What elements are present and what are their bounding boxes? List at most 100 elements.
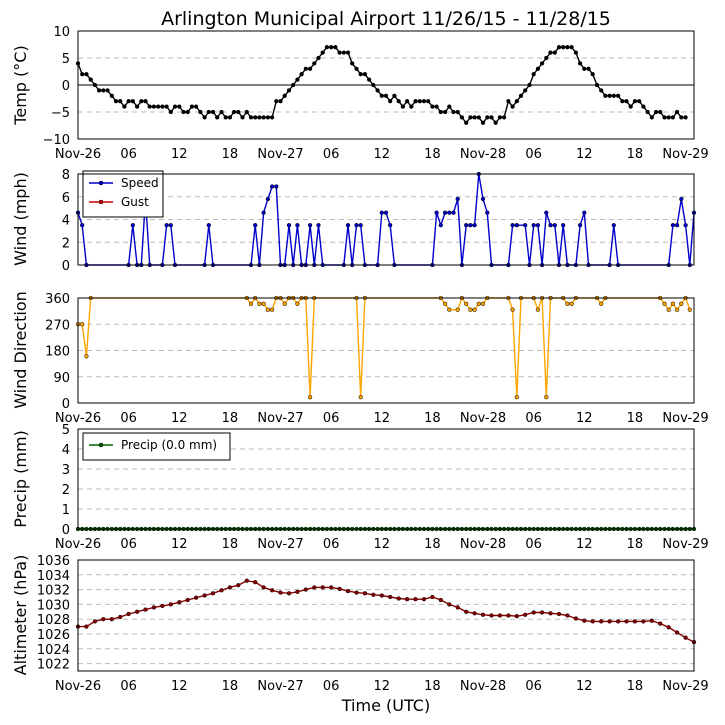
data-point bbox=[80, 322, 85, 327]
data-point bbox=[447, 307, 452, 312]
data-point bbox=[624, 99, 629, 104]
y-tick-label: 2 bbox=[62, 236, 70, 251]
data-point bbox=[396, 99, 401, 104]
panel-temperature: 10 5 0 −5 −10 Temp (°C) Nov-26 06 12 18 Nov-27 06 12… bbox=[11, 25, 709, 162]
data-point bbox=[666, 115, 671, 120]
data-point bbox=[151, 605, 157, 610]
data-point bbox=[354, 66, 359, 71]
data-point bbox=[447, 602, 452, 607]
x-tick-label: Nov-27 bbox=[257, 679, 303, 694]
data-point bbox=[320, 585, 325, 590]
data-point bbox=[286, 591, 292, 596]
data-point bbox=[497, 115, 503, 120]
data-point bbox=[371, 592, 376, 597]
data-point bbox=[143, 99, 148, 104]
data-point bbox=[624, 619, 629, 624]
data-point bbox=[442, 109, 448, 115]
data-point bbox=[611, 93, 616, 98]
data-point bbox=[282, 301, 287, 306]
data-point bbox=[687, 307, 692, 312]
data-point bbox=[679, 115, 684, 120]
data-point bbox=[269, 115, 275, 120]
data-point bbox=[168, 223, 173, 228]
x-tick-label: 06 bbox=[525, 147, 542, 162]
data-point bbox=[679, 196, 684, 202]
data-point bbox=[379, 93, 384, 98]
data-point bbox=[658, 109, 663, 115]
data-point bbox=[358, 72, 363, 77]
data-point bbox=[607, 93, 612, 98]
data-point bbox=[227, 585, 233, 590]
x-tick-label: 12 bbox=[171, 147, 188, 162]
x-tick-label: Nov-28 bbox=[460, 147, 506, 162]
data-point bbox=[193, 104, 199, 109]
data-point bbox=[480, 120, 486, 125]
data-point bbox=[455, 307, 460, 312]
data-point bbox=[303, 587, 308, 592]
data-point bbox=[253, 223, 258, 228]
legend: Precip (0.0 mm) bbox=[82, 432, 231, 461]
x-tick-label: 18 bbox=[424, 411, 441, 426]
x-tick-label: 12 bbox=[576, 411, 593, 426]
legend-swatch-marker bbox=[98, 199, 104, 205]
data-point bbox=[278, 590, 283, 595]
data-point bbox=[299, 72, 304, 77]
x-tick-label: 06 bbox=[323, 679, 340, 694]
data-point bbox=[193, 595, 199, 600]
panel-wind_direction: 360 270 180 90 0 Wind Direction Nov-26 06 12 18 No… bbox=[11, 291, 709, 426]
data-point bbox=[590, 619, 595, 624]
data-point bbox=[312, 585, 317, 590]
x-tick-label: Nov-26 bbox=[55, 537, 101, 552]
data-point bbox=[552, 50, 557, 55]
data-point bbox=[674, 223, 680, 228]
data-point bbox=[253, 115, 258, 120]
data-point bbox=[531, 223, 536, 228]
data-point bbox=[472, 307, 477, 312]
y-tick-label: 1026 bbox=[37, 628, 70, 643]
data-point bbox=[438, 223, 443, 228]
y-tick-label: 6 bbox=[62, 191, 70, 206]
data-point bbox=[278, 99, 283, 104]
data-point bbox=[134, 609, 140, 614]
data-point bbox=[172, 104, 178, 109]
y-tick-label: 10 bbox=[53, 25, 70, 40]
data-point bbox=[510, 307, 515, 312]
y-tick-label: 1022 bbox=[37, 658, 70, 673]
y-tick-label: 1036 bbox=[37, 554, 70, 569]
y-tick-label: 8 bbox=[62, 168, 70, 183]
data-point bbox=[388, 594, 393, 600]
x-tick-label: 06 bbox=[120, 411, 137, 426]
data-point bbox=[430, 594, 435, 600]
data-point bbox=[438, 109, 443, 115]
y-tick-label: 360 bbox=[45, 292, 70, 307]
panel-wind: 8 6 4 2 0 Wind (mph) Speed Gust bbox=[11, 168, 697, 274]
data-point bbox=[569, 301, 574, 306]
data-point bbox=[556, 45, 562, 50]
data-point bbox=[426, 99, 431, 104]
data-point bbox=[480, 301, 486, 306]
data-point bbox=[594, 82, 600, 88]
data-point bbox=[455, 605, 460, 610]
data-point bbox=[615, 93, 621, 98]
x-tick-label: 18 bbox=[627, 411, 644, 426]
data-point bbox=[168, 602, 173, 607]
data-point bbox=[603, 93, 608, 98]
y-tick-label: 5 bbox=[62, 423, 70, 438]
data-point bbox=[118, 99, 123, 104]
data-point bbox=[683, 223, 688, 228]
y-tick-label: 1034 bbox=[37, 569, 70, 584]
data-point bbox=[506, 613, 511, 618]
data-point bbox=[662, 115, 667, 120]
y-tick-label: 5 bbox=[62, 52, 70, 67]
x-tick-label: 18 bbox=[424, 679, 441, 694]
x-tick-label: Nov-26 bbox=[55, 679, 101, 694]
data-point bbox=[354, 223, 359, 228]
legend: Speed Gust bbox=[82, 170, 164, 218]
data-point bbox=[210, 109, 216, 115]
data-point bbox=[459, 115, 465, 120]
x-tick-label: 18 bbox=[424, 537, 441, 552]
data-point bbox=[679, 301, 684, 306]
